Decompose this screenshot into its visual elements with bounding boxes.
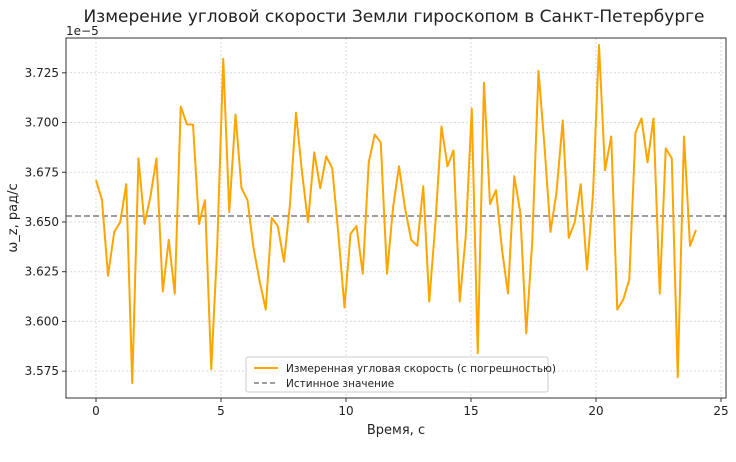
x-tick-label: 10 <box>338 404 353 418</box>
series <box>66 43 726 385</box>
legend-label-measured: Измеренная угловая скорость (с погрешнос… <box>286 363 556 375</box>
legend-label-true: Истинное значение <box>286 378 394 390</box>
x-tick-label: 15 <box>463 404 478 418</box>
grid <box>66 38 726 398</box>
measured-series-line <box>95 43 697 385</box>
y-tick-label: 3.675 <box>25 165 59 179</box>
ticks: 0 5 10 15 20 25 3.575 3.600 3.625 3.650 3.675 3.700… <box>25 66 729 418</box>
y-tick-label: 3.725 <box>25 66 59 80</box>
y-axis-label-group: ω_z, рад/с <box>6 183 21 252</box>
legend-box <box>245 356 549 393</box>
y-axis-label: ω_z, рад/с <box>6 183 21 252</box>
y-offset-label: 1e−5 <box>66 24 99 38</box>
y-tick-label: 3.625 <box>25 265 59 279</box>
plot-frame <box>65 37 727 399</box>
x-axis-label: Время, с <box>367 423 425 438</box>
x-tick-label: 5 <box>217 404 225 418</box>
y-tick-label: 3.600 <box>25 314 59 328</box>
x-tick-label: 0 <box>92 404 100 418</box>
x-tick-label: 25 <box>713 404 728 418</box>
y-tick-label: 3.700 <box>25 116 59 130</box>
legend: Измеренная угловая скорость (с погрешнос… <box>245 356 556 393</box>
y-tick-label: 3.575 <box>25 364 59 378</box>
chart-title: Измерение угловой скорости Земли гироско… <box>83 7 704 27</box>
y-tick-label: 3.650 <box>25 215 59 229</box>
x-tick-label: 20 <box>588 404 603 418</box>
